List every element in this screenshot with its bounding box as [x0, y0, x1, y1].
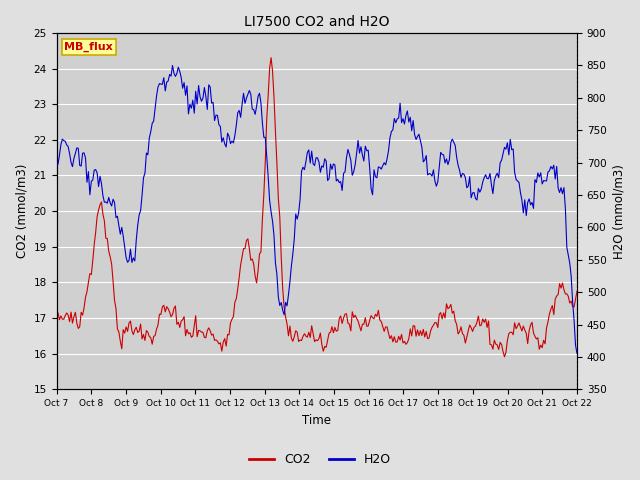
- X-axis label: Time: Time: [302, 414, 332, 427]
- Y-axis label: CO2 (mmol/m3): CO2 (mmol/m3): [15, 164, 28, 258]
- Title: LI7500 CO2 and H2O: LI7500 CO2 and H2O: [244, 15, 390, 29]
- Legend: CO2, H2O: CO2, H2O: [244, 448, 396, 471]
- Y-axis label: H2O (mmol/m3): H2O (mmol/m3): [612, 164, 625, 259]
- Text: MB_flux: MB_flux: [65, 42, 113, 52]
